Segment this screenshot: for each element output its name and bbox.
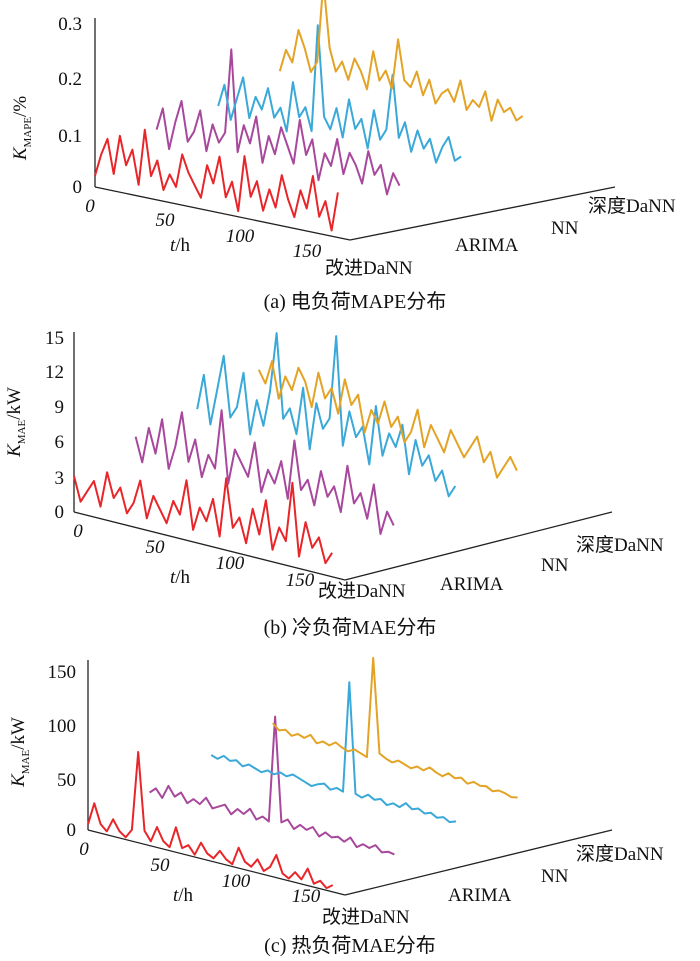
panel-a-ylabel-unit: /% (10, 96, 31, 117)
panel-a-time-axis (94, 186, 351, 241)
series-layer (73, 0, 524, 890)
panel-b-axes (73, 332, 613, 581)
panel-b-xlabel: t/h (170, 567, 191, 588)
panel-c-series-line (87, 751, 334, 890)
panel-c-axes (87, 660, 613, 896)
panel-a-xticks: 0 50 100 150 (85, 196, 322, 262)
panel-a-xtick: 50 (156, 210, 176, 231)
panel-c: 0 50 100 150 KMAE/kW 0 50 100 150 t/h 改进… (8, 660, 664, 957)
panel-b-yticks: 0 3 6 9 12 15 (45, 328, 64, 523)
panel-c-ytick: 100 (48, 716, 77, 737)
panel-c-ytick: 50 (57, 770, 76, 791)
panel-b-title: (b) 冷负荷MAE分布 (264, 616, 437, 639)
panel-a-xtick: 0 (85, 196, 95, 217)
panel-b-time-axis (73, 511, 346, 581)
panel-c-ylabel-unit: /kW (8, 717, 29, 750)
panel-b-xtick: 100 (216, 553, 245, 574)
panel-b-ytick: 12 (45, 362, 64, 383)
panel-a-xlabel-var: t (170, 235, 176, 256)
panel-c-category-labels: 改进DaNN ARIMA NN 深度DaNN (322, 843, 664, 928)
panel-b-category-label: 改进DaNN (318, 580, 406, 602)
panel-c-ylabel-sub: MAE (20, 750, 32, 775)
panel-b-xtick: 0 (73, 521, 83, 542)
panel-b-category-axis (344, 511, 613, 581)
panel-a-title: (a) 电负荷MAPE分布 (264, 290, 447, 313)
panel-c-category-label: NN (541, 866, 569, 887)
panel-c-series-line (210, 681, 457, 824)
panel-a-ylabel-main: K (10, 146, 31, 161)
panel-b-ytick: 9 (55, 397, 65, 418)
panel-c-xtick: 150 (292, 886, 321, 907)
panel-b-ytick: 6 (55, 432, 65, 453)
panel-c-xticks: 0 50 100 150 (79, 839, 321, 907)
panel-b-ylabel: KMAE/kW (4, 387, 28, 458)
panel-c-xlabel-var: t (173, 885, 179, 906)
panel-a-xlabel-unit: /h (175, 235, 190, 256)
panel-a-axes (94, 18, 616, 241)
panel-a-xtick: 150 (293, 241, 322, 262)
panel-c-ytick: 150 (48, 662, 77, 683)
panel-c-xtick: 100 (222, 871, 251, 892)
panel-a-xlabel: t/h (170, 235, 191, 256)
panel-c-category-label: ARIMA (448, 885, 512, 906)
panel-b-ytick: 0 (55, 502, 65, 523)
panel-b-ylabel-main: K (4, 443, 25, 458)
panel-a-series-line (155, 48, 401, 196)
panel-b-xticks: 0 50 100 150 (73, 521, 315, 591)
panel-c-ytick: 0 (67, 820, 77, 841)
panel-b-ylabel-sub: MAE (16, 420, 28, 445)
panel-b-xtick: 50 (146, 537, 166, 558)
panel-c-ylabel: KMAE/kW (8, 717, 32, 788)
panel-a-ytick: 0.2 (58, 69, 82, 90)
panel-b-category-labels: 改进DaNN ARIMA NN 深度DaNN (318, 534, 664, 602)
panel-a-category-label: 改进DaNN (325, 257, 413, 279)
panel-b-ytick: 15 (45, 328, 64, 349)
panel-c-category-label: 深度DaNN (576, 843, 664, 865)
panel-a-series-line (217, 24, 462, 164)
panel-a-ylabel-sub: MAPE (22, 117, 34, 148)
panel-b-series-line (257, 360, 518, 479)
panel-a-series-line (94, 128, 339, 232)
panel-b: 0 3 6 9 12 15 KMAE/kW 0 50 100 150 t/h 改… (4, 328, 664, 639)
panel-c-xtick: 0 (79, 839, 89, 860)
panel-a-category-label: 深度DaNN (588, 195, 676, 217)
panel-a-xtick: 100 (226, 226, 255, 247)
panel-a-category-axis (349, 186, 616, 241)
panel-a-yticks: 0 0.1 0.2 0.3 (58, 14, 82, 198)
panel-a-ytick: 0.3 (58, 14, 82, 35)
panel-c-time-axis (87, 829, 346, 896)
panel-a-category-label: ARIMA (455, 235, 519, 256)
panel-b-ytick: 3 (55, 468, 65, 489)
panel-b-category-label: 深度DaNN (576, 534, 664, 556)
panel-c-title: (c) 热负荷MAE分布 (264, 934, 436, 957)
panel-a: 0 0.1 0.2 0.3 KMAPE/% 0 50 100 150 t/h 改… (10, 14, 676, 313)
panel-a-category-labels: 改进DaNN ARIMA NN 深度DaNN (325, 195, 676, 279)
panel-b-category-label: NN (541, 555, 569, 576)
panel-b-xlabel-var: t (170, 567, 176, 588)
panel-b-category-label: ARIMA (440, 574, 504, 595)
panel-b-xlabel-unit: /h (175, 567, 190, 588)
panel-c-ylabel-main: K (8, 773, 29, 788)
panel-c-yticks: 0 50 100 150 (48, 662, 77, 841)
panel-a-ytick: 0.1 (58, 126, 82, 147)
panel-b-ylabel-unit: /kW (4, 387, 25, 420)
panel-b-series-line (196, 332, 457, 498)
panel-a-series-line (278, 0, 524, 122)
panel-c-category-label: 改进DaNN (322, 906, 410, 928)
panel-a-ytick: 0 (73, 177, 83, 198)
panel-c-category-axis (344, 829, 613, 896)
panel-c-series-line (149, 715, 395, 856)
panel-c-xlabel: t/h (173, 885, 194, 906)
panel-b-series-line (73, 471, 333, 565)
panel-b-series-line (134, 409, 395, 535)
panel-b-xtick: 150 (286, 570, 315, 591)
panel-c-xtick: 50 (151, 855, 171, 876)
panel-c-xlabel-unit: /h (178, 885, 193, 906)
panel-a-category-label: NN (551, 218, 579, 239)
panel-c-series-line (272, 656, 518, 799)
panel-a-ylabel: KMAPE/% (10, 96, 34, 162)
